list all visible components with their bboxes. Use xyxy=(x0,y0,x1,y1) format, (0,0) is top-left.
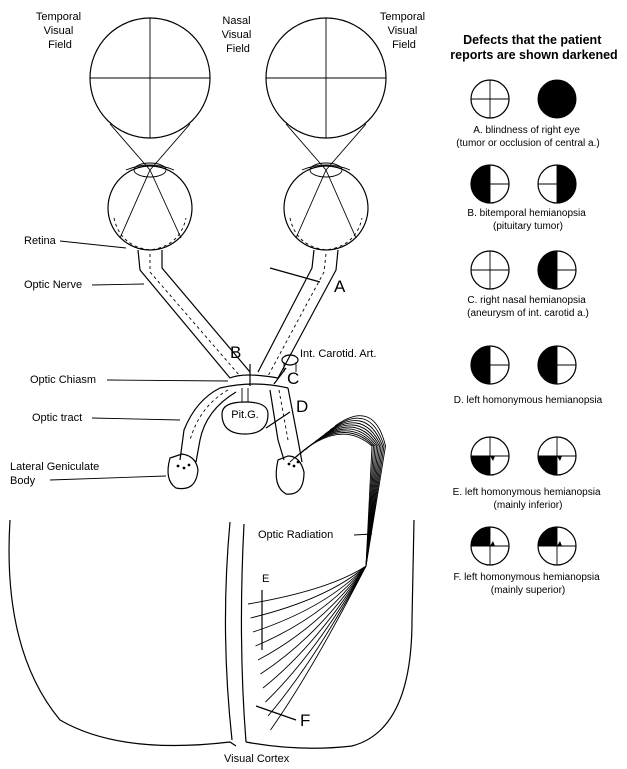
radiation-fiber-upper xyxy=(299,430,376,567)
legend-row-b xyxy=(470,164,577,204)
radiation-fiber-upper xyxy=(334,415,386,567)
right-eye xyxy=(283,162,369,251)
radiation-fiber-upper xyxy=(304,428,377,567)
radiation-fiber-lower xyxy=(252,565,367,633)
pituitary-gland xyxy=(221,388,269,435)
optic-nerve-label: Optic Nerve xyxy=(24,279,82,291)
lesion-label-a: A xyxy=(334,277,346,296)
radiation-fiber-upper xyxy=(309,426,379,567)
legend-caption-c: C. right nasal hemianopsia (aneurysm of … xyxy=(467,295,589,319)
light-rays xyxy=(109,123,367,239)
legend-title: Defects that the patient reports are sho… xyxy=(450,33,617,62)
occipital-cortex-outline xyxy=(8,519,415,749)
retina-label: Retina xyxy=(24,235,57,247)
radiation-fiber-upper xyxy=(324,420,383,567)
right-visual-field xyxy=(265,17,387,139)
visual-cortex-label: Visual Cortex xyxy=(224,753,290,765)
legend-row-e xyxy=(470,436,577,476)
legend-caption-e: E. left homonymous hemianopsia (mainly i… xyxy=(453,487,604,511)
radiation-fiber-lower xyxy=(257,565,367,661)
nasal-field-label: Nasal Visual Field xyxy=(222,15,255,55)
radiation-fiber-lower xyxy=(260,565,367,675)
radiation-fiber-lower xyxy=(255,565,367,647)
lgb-label: Lateral Geniculate Body xyxy=(10,461,102,487)
radiation-fiber-upper xyxy=(289,433,373,567)
legend-row-a xyxy=(470,79,577,119)
legend-caption-a: A. blindness of right eye (tumor or occl… xyxy=(456,125,599,149)
radiation-fiber-lower xyxy=(270,565,367,731)
radiation-fiber-lower xyxy=(262,565,367,689)
legend-caption-b: B. bitemporal hemianopsia (pituitary tum… xyxy=(467,208,588,232)
radiation-fiber-lower xyxy=(265,565,367,703)
temporal-field-left-label: Temporal Visual Field xyxy=(36,11,84,51)
left-eye xyxy=(107,162,193,251)
left-visual-field xyxy=(89,17,211,139)
radiation-fiber-lower xyxy=(250,565,367,619)
lesion-label-e: E xyxy=(262,573,269,585)
legend-caption-f: F. left homonymous hemianopsia (mainly s… xyxy=(454,572,603,596)
radiation-fiber-upper xyxy=(329,417,385,567)
radiation-fiber-upper xyxy=(294,432,374,567)
optic-chiasm-label: Optic Chiasm xyxy=(30,374,96,386)
lesion-label-b: B xyxy=(230,343,241,362)
lesion-label-d: D xyxy=(296,397,308,416)
legend-row-d xyxy=(470,345,577,385)
lesion-label-c: C xyxy=(287,369,299,388)
legend-row-c xyxy=(470,250,577,290)
pituitary-label: Pit.G. xyxy=(231,409,259,421)
radiation-fiber-lower xyxy=(267,565,367,717)
lateral-geniculate-right xyxy=(275,455,305,495)
optic-tract-label: Optic tract xyxy=(32,412,82,424)
lateral-geniculate-left xyxy=(167,453,199,490)
carotid-label: Int. Carotid. Art. xyxy=(300,348,376,360)
internal-carotid-artery xyxy=(281,354,299,372)
legend-caption-d: D. left homonymous hemianopsia xyxy=(454,395,603,406)
optic-radiation-fibers xyxy=(247,415,386,731)
temporal-field-right-label: Temporal Visual Field xyxy=(380,11,428,51)
lesion-marks xyxy=(249,267,321,721)
legend-row-f xyxy=(470,526,577,566)
optic-radiation-label: Optic Radiation xyxy=(258,529,333,541)
radiation-fiber-lower xyxy=(247,565,367,605)
lesion-label-f: F xyxy=(300,711,310,730)
optic-pathway xyxy=(137,249,339,463)
